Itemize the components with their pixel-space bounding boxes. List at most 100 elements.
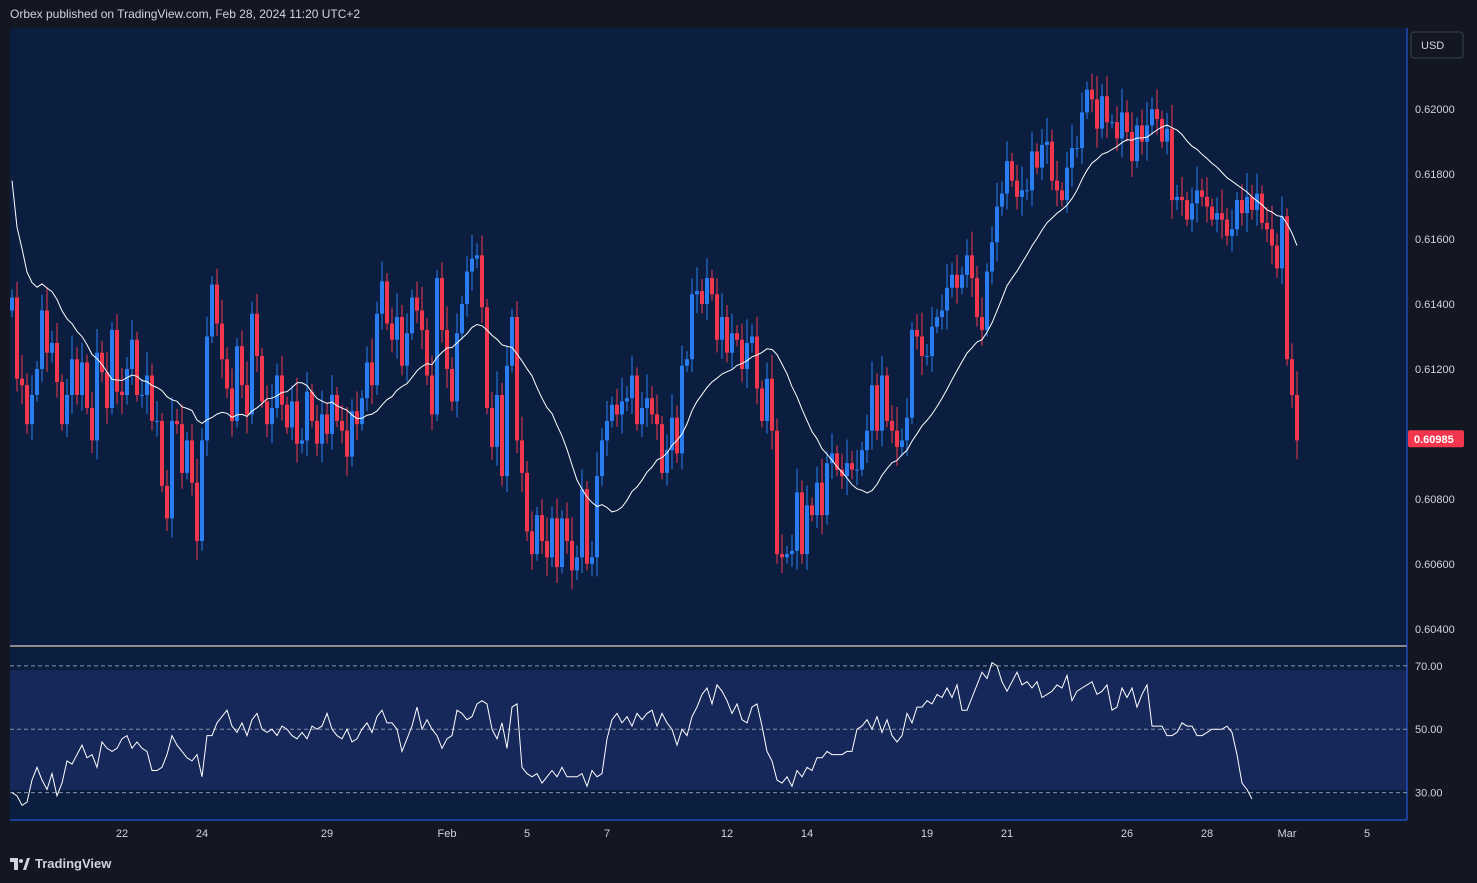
candle-body — [740, 339, 744, 369]
candle-body — [500, 394, 504, 477]
candle — [1015, 164, 1019, 210]
candle-body — [1270, 229, 1274, 246]
candle-body — [330, 394, 334, 434]
candle-body — [625, 398, 629, 402]
candle — [820, 458, 824, 535]
candle-body — [1115, 122, 1119, 139]
currency-button[interactable]: USD — [1410, 31, 1464, 59]
candle-body — [355, 411, 359, 425]
candle-body — [15, 297, 19, 379]
candle-body — [420, 310, 424, 331]
candle — [300, 428, 304, 454]
candle — [1240, 184, 1244, 226]
candle-body — [1175, 196, 1179, 201]
candle-body — [1055, 180, 1059, 191]
candle-body — [695, 291, 699, 295]
candle-body — [1105, 96, 1109, 123]
candle — [1090, 73, 1094, 113]
candle-body — [1025, 190, 1029, 192]
candle — [250, 301, 254, 425]
candle — [100, 340, 104, 382]
candle-body — [885, 375, 889, 421]
candle — [595, 452, 599, 577]
candle-body — [900, 440, 904, 447]
time-tick-label: 22 — [116, 828, 128, 840]
candle-body — [205, 336, 209, 441]
candle — [345, 406, 349, 476]
candle-body — [940, 310, 944, 318]
candle-body — [80, 362, 84, 395]
candle — [350, 399, 354, 467]
candle — [1045, 117, 1049, 164]
price-pane-background — [10, 28, 1407, 645]
candle — [370, 338, 374, 405]
candle — [1225, 207, 1229, 246]
candle — [1150, 97, 1154, 136]
price-tick-label: 0.62000 — [1415, 104, 1455, 116]
candle-body — [1145, 125, 1149, 142]
candle-body — [1285, 216, 1289, 360]
time-tick-label: Feb — [438, 828, 457, 840]
candle — [285, 396, 289, 434]
candle-body — [565, 518, 569, 542]
candle — [1060, 182, 1064, 207]
candle-body — [295, 401, 299, 444]
candle-body — [25, 385, 29, 425]
candle-body — [325, 414, 329, 434]
candle-body — [1135, 125, 1139, 162]
candle-body — [265, 401, 269, 425]
candle — [575, 545, 579, 580]
candle-body — [485, 307, 489, 408]
candle — [925, 343, 929, 366]
candle-body — [55, 342, 59, 382]
candle-body — [1070, 148, 1074, 168]
candle-body — [515, 317, 519, 441]
last-price-label: 0.60985 — [1414, 434, 1454, 446]
candle-body — [375, 313, 379, 386]
candle-body — [620, 401, 624, 415]
candle-body — [445, 330, 449, 369]
tradingview-brand[interactable]: TradingView — [10, 856, 111, 871]
candle — [190, 424, 194, 496]
candle-body — [1100, 96, 1104, 129]
candle — [825, 451, 829, 525]
candle — [330, 375, 334, 450]
candle-body — [1180, 196, 1184, 201]
candle-body — [45, 310, 49, 353]
candle — [40, 294, 44, 382]
rsi-line — [11, 661, 1253, 807]
price-tick-label: 0.60400 — [1415, 624, 1455, 636]
candle — [860, 442, 864, 477]
candle-body — [880, 375, 884, 431]
candle-body — [1000, 193, 1004, 207]
candle-body — [1015, 180, 1019, 197]
price-tick-label: 0.61200 — [1415, 364, 1455, 376]
candle-body — [105, 372, 109, 408]
candle-body — [470, 258, 474, 272]
candle-body — [860, 450, 864, 470]
candle-body — [250, 313, 254, 415]
price-axis-ticks: 0.622000.620000.618000.616000.614000.612… — [1415, 39, 1455, 636]
candle — [1280, 196, 1284, 285]
candle — [245, 361, 249, 434]
publish-caption: Orbex published on TradingView.com, Feb … — [10, 7, 361, 21]
candle-body — [180, 424, 184, 473]
candle — [1190, 187, 1194, 233]
candle-body — [305, 391, 309, 441]
candle-body — [300, 440, 304, 444]
candle-body — [100, 352, 104, 373]
time-axis-ticks: 22 24 29 Feb 5 7 12 14 19 21 26 28 Mar 5 — [116, 828, 1370, 840]
price-tick-label: 0.61600 — [1415, 234, 1455, 246]
candle-body — [235, 346, 239, 421]
candle — [795, 468, 799, 570]
candle — [65, 379, 69, 437]
candle-body — [685, 359, 689, 366]
candle-body — [1120, 112, 1124, 139]
candle-body — [995, 206, 999, 243]
candle — [30, 375, 34, 441]
candle — [735, 325, 739, 347]
candle — [325, 402, 329, 444]
candle-body — [1170, 128, 1174, 201]
candle-body — [955, 274, 959, 288]
